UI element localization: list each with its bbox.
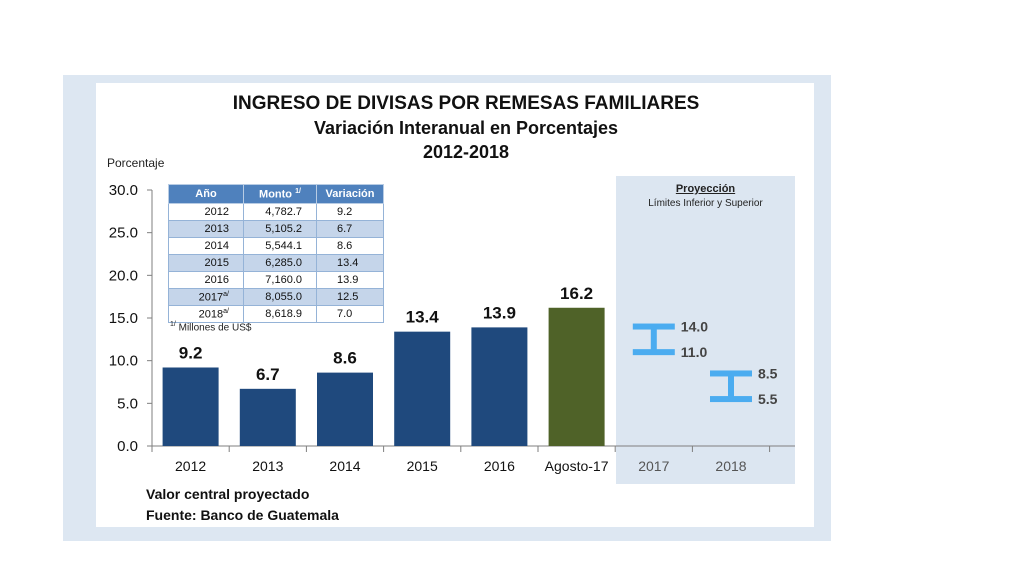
y-axis-label: Porcentaje (107, 156, 165, 170)
table-cell-year: 2014 (168, 237, 244, 255)
x-tick-label: 2012 (175, 458, 206, 474)
projection-box (616, 176, 795, 484)
projection-subtitle: Límites Inferior y Superior (648, 198, 763, 209)
chart-title: INGRESO DE DIVISAS POR REMESAS FAMILIARE… (232, 93, 700, 114)
table-cell-year: 2017a/ (168, 288, 244, 306)
x-tick-label: 2017 (638, 458, 669, 474)
table-row: 2012 4,782.7 9.2 (168, 203, 384, 221)
bar-value-label: 13.9 (483, 303, 516, 322)
data-table: Año Monto 1/ Variación 2012 4,782.7 9.2 201… (168, 184, 384, 323)
x-tick-label: Agosto-17 (545, 458, 609, 474)
bar-value-label: 6.7 (256, 365, 280, 384)
year-superscript: a/ (223, 307, 229, 315)
projection-high-label: 8.5 (758, 365, 778, 381)
table-cell-variation: 8.6 (316, 237, 384, 255)
table-cell-year: 2013 (168, 220, 244, 238)
table-cell-amount: 7,160.0 (243, 271, 317, 289)
table-cell-year: 2012 (168, 203, 244, 221)
table-row: 2016 7,160.0 13.9 (168, 271, 384, 289)
x-tick-label: 2014 (329, 458, 360, 474)
y-tick-label: 10.0 (109, 353, 138, 370)
table-cell-variation: 7.0 (316, 305, 384, 323)
chart-period: 2012-2018 (422, 142, 510, 162)
year-superscript: a/ (223, 290, 229, 298)
header-variation: Variación (316, 184, 384, 204)
chart-subtitle: Variación Interanual en Porcentajes (313, 118, 619, 138)
table-row: 2015 6,285.0 13.4 (168, 254, 384, 272)
y-tick-label: 0.0 (117, 438, 138, 455)
table-cell-amount: 8,618.9 (243, 305, 317, 323)
table-cell-amount: 8,055.0 (243, 288, 317, 306)
y-tick-label: 25.0 (109, 225, 138, 242)
bar (162, 367, 219, 446)
table-cell-variation: 9.2 (316, 203, 384, 221)
table-cell-amount: 6,285.0 (243, 254, 317, 272)
bar (317, 372, 373, 446)
bar-value-label: 13.4 (406, 308, 440, 327)
table-cell-amount: 5,544.1 (243, 237, 317, 255)
projection-high-label: 14.0 (681, 319, 708, 335)
bar-value-label: 9.2 (179, 343, 203, 362)
table-row: 2014 5,544.1 8.6 (168, 237, 384, 255)
table-cell-year: 2016 (168, 271, 244, 289)
central-value-note: Valor central proyectado (146, 486, 310, 502)
y-tick-label: 30.0 (109, 182, 138, 199)
table-cell-amount: 4,782.7 (243, 203, 317, 221)
y-tick-label: 15.0 (109, 310, 138, 327)
footnote-sup: 1/ (170, 321, 176, 328)
bar (471, 327, 528, 446)
x-tick-label: 2013 (252, 458, 283, 474)
header-amount-sup: 1/ (295, 187, 301, 195)
table-cell-amount: 5,105.2 (243, 220, 317, 238)
x-tick-label: 2018 (715, 458, 746, 474)
bar (548, 307, 605, 446)
table-row: 2017a/8,055.0 12.5 (168, 288, 384, 306)
y-tick-label: 5.0 (117, 395, 138, 412)
projection-low-label: 11.0 (681, 344, 708, 360)
projection-stem (728, 373, 734, 400)
x-tick-label: 2016 (484, 458, 515, 474)
footnote-text: Millones de US$ (178, 322, 252, 334)
header-amount: Monto 1/ (243, 184, 317, 204)
table-cell-variation: 13.4 (316, 254, 384, 272)
projection-stem (650, 326, 657, 353)
table-row: 2018a/8,618.9 7.0 (168, 305, 384, 323)
table-header-row: Año Monto 1/ Variación (168, 184, 384, 204)
y-tick-label: 20.0 (109, 267, 138, 284)
bar-value-label: 16.2 (560, 284, 593, 303)
projection-title: Proyección (675, 183, 736, 195)
bar (239, 388, 296, 446)
projection-low-label: 5.5 (758, 391, 778, 407)
table-cell-variation: 12.5 (316, 288, 384, 306)
header-year: Año (168, 184, 244, 204)
table-row: 2013 5,105.2 6.7 (168, 220, 384, 238)
table-cell-variation: 13.9 (316, 271, 384, 289)
bar-value-label: 8.6 (333, 349, 357, 368)
table-cell-year: 2015 (168, 254, 244, 272)
header-amount-label: Monto (259, 188, 293, 201)
source-note: Fuente: Banco de Guatemala (146, 507, 339, 523)
x-tick-label: 2015 (407, 458, 438, 474)
table-cell-variation: 6.7 (316, 220, 384, 238)
bar (394, 331, 451, 446)
table-cell-year: 2018a/ (168, 305, 244, 323)
table-footnote: 1/ Millones de US$ (170, 321, 251, 333)
